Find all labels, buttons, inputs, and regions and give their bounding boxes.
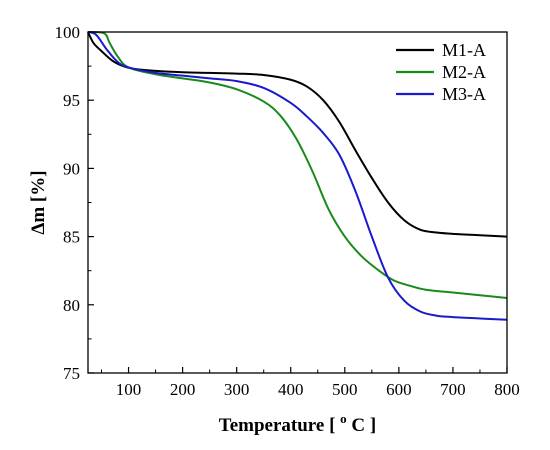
x-axis-title-text: Temperature (219, 415, 325, 436)
legend-label: M3-A (442, 84, 486, 104)
x-axis-title: Temperature [ o C ] (219, 407, 376, 436)
y-tick-label: 100 (55, 23, 81, 42)
plot-lines (87, 31, 508, 321)
legend-label: M2-A (442, 62, 486, 82)
axis-tick-labels: 100 200 300 400 500 600 700 800 75 80 85 90 95 100 (55, 23, 520, 399)
axis-ticks (88, 31, 508, 374)
x-axis-unit: C (351, 415, 365, 436)
x-tick-label: 700 (440, 380, 466, 399)
y-tick-label: 80 (63, 296, 80, 315)
x-tick-label: 500 (332, 380, 358, 399)
x-tick-label: 200 (170, 380, 196, 399)
y-tick-label: 85 (63, 228, 80, 247)
series-line-m3-a (87, 31, 508, 321)
x-tick-label: 800 (494, 380, 520, 399)
x-tick-label: 300 (224, 380, 250, 399)
y-axis-title: Δm [%] (28, 170, 49, 234)
x-axis-unit-sup: o (340, 411, 347, 426)
x-axis-title-bracket-open: [ (329, 415, 335, 436)
x-tick-label: 100 (116, 380, 142, 399)
y-tick-label: 75 (63, 364, 80, 383)
legend-label: M1-A (442, 40, 486, 60)
x-axis-title-bracket-close: ] (370, 415, 376, 436)
y-tick-label: 95 (63, 91, 80, 110)
legend: M1-AM2-AM3-A (396, 40, 486, 104)
series-line-m2-a (87, 31, 508, 299)
y-tick-label: 90 (63, 159, 80, 178)
x-tick-label: 600 (386, 380, 412, 399)
x-tick-label: 400 (278, 380, 304, 399)
